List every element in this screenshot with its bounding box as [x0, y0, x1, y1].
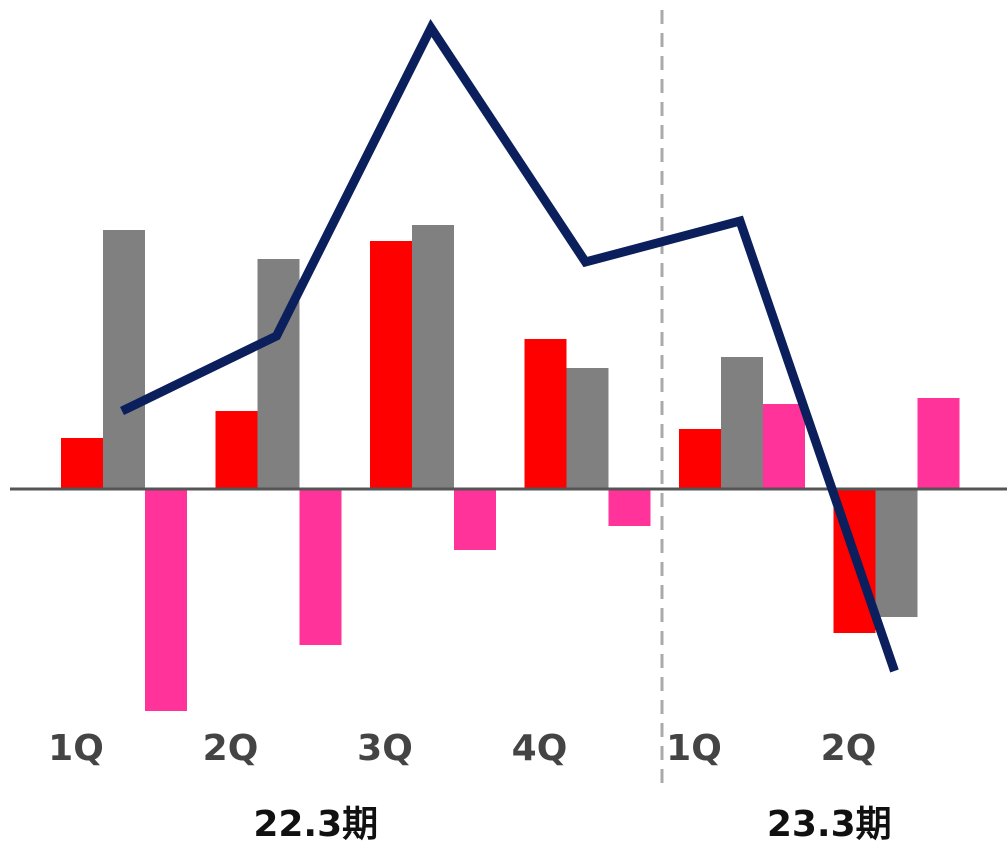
- bar: [917, 398, 960, 489]
- x-tick-label: 3Q: [357, 728, 413, 769]
- bar: [875, 489, 918, 617]
- x-tick-label: 2Q: [821, 728, 877, 769]
- bar: [566, 368, 609, 489]
- x-tick-label: 1Q: [666, 728, 722, 769]
- bar: [145, 489, 187, 711]
- period-label: 22.3期: [253, 804, 378, 845]
- bar: [524, 339, 567, 489]
- bar: [299, 489, 342, 645]
- bar: [721, 357, 763, 489]
- bar: [679, 429, 721, 489]
- period-label: 23.3期: [767, 804, 892, 845]
- line-series: [120, 19, 899, 673]
- bar: [103, 230, 145, 489]
- bar: [370, 241, 412, 489]
- bar: [412, 225, 454, 489]
- bar: [454, 489, 496, 550]
- bar: [215, 411, 258, 489]
- bar: [61, 438, 103, 489]
- x-tick-label: 1Q: [48, 728, 104, 769]
- x-tick-label: 4Q: [512, 728, 568, 769]
- x-tick-label: 2Q: [203, 728, 259, 769]
- bar: [763, 404, 805, 489]
- bar: [608, 489, 651, 526]
